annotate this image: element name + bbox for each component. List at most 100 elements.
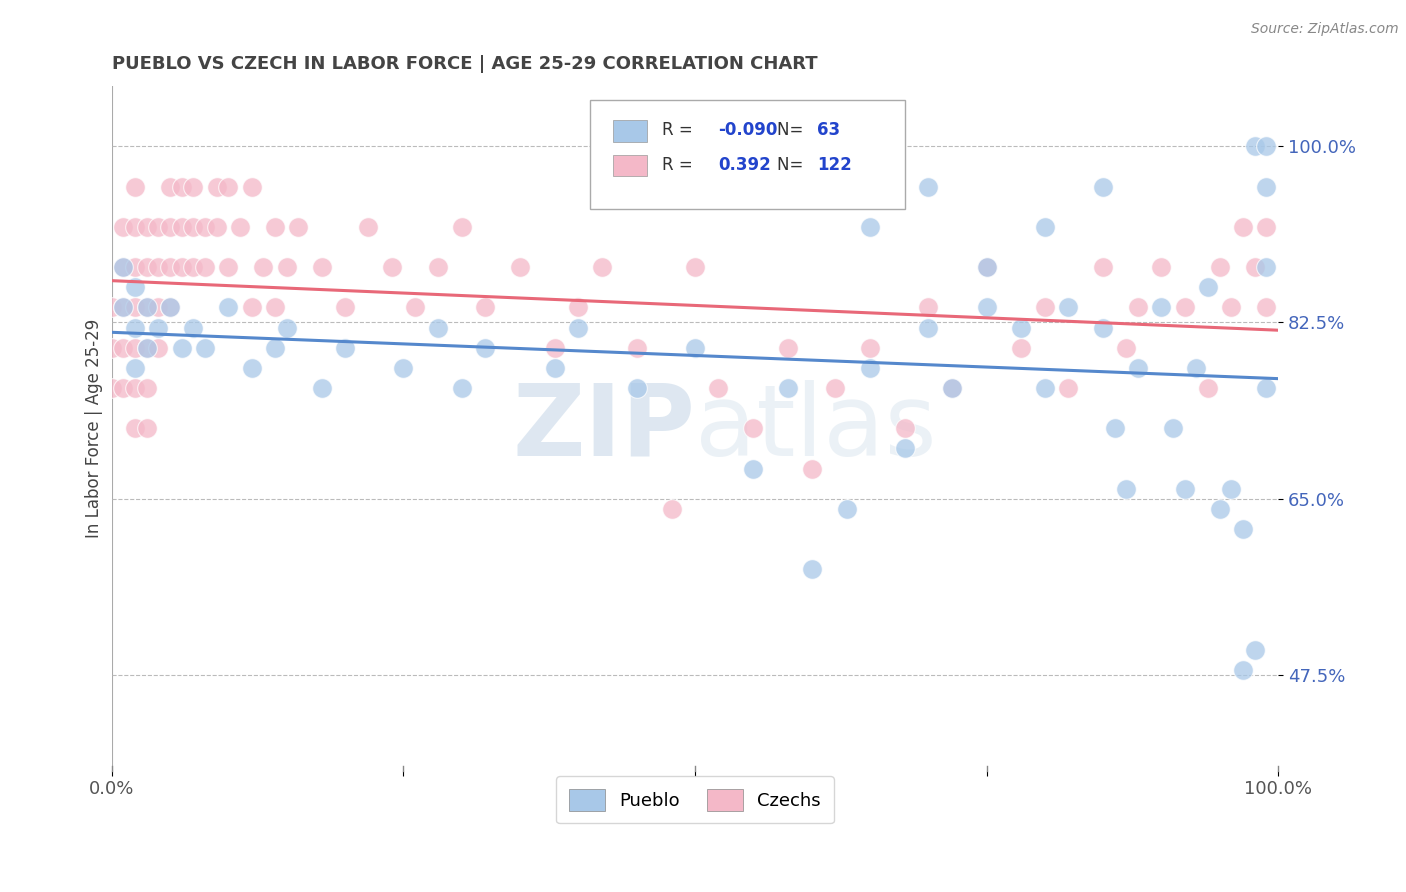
Point [159,301,181,315]
Point [124,421,146,435]
Point [778,381,800,395]
Point [135,301,157,315]
Point [1243,643,1265,657]
Point [941,381,963,395]
Point [194,219,217,234]
Point [217,260,239,274]
Point [742,421,765,435]
Point [1033,219,1056,234]
Point [1092,179,1115,194]
Point [450,381,472,395]
Point [567,320,589,334]
Point [159,219,181,234]
Point [567,301,589,315]
Point [1011,341,1033,355]
Text: -0.090: -0.090 [718,121,778,139]
Point [1243,260,1265,274]
Point [1115,341,1137,355]
Point [1197,280,1219,294]
Point [1011,320,1033,334]
Point [1232,219,1254,234]
Point [135,301,157,315]
Point [917,320,939,334]
Point [217,301,239,315]
Legend: Pueblo, Czechs: Pueblo, Czechs [555,776,834,823]
Point [778,341,800,355]
Point [427,320,450,334]
Point [357,219,380,234]
Point [181,320,204,334]
Point [1150,301,1173,315]
Point [112,260,135,274]
Point [124,179,146,194]
Point [1126,360,1149,375]
Point [835,501,858,516]
Point [1256,219,1278,234]
Point [976,301,998,315]
FancyBboxPatch shape [591,100,905,209]
Point [112,260,135,274]
Point [148,219,170,234]
Point [392,360,415,375]
Y-axis label: In Labor Force | Age 25-29: In Labor Force | Age 25-29 [86,318,103,538]
Point [124,301,146,315]
Point [135,219,157,234]
Point [1256,179,1278,194]
Point [626,381,648,395]
Point [311,260,333,274]
Point [1243,139,1265,153]
FancyBboxPatch shape [613,120,647,142]
Point [170,341,193,355]
Point [591,260,613,274]
Point [112,301,135,315]
Point [859,360,882,375]
Point [404,301,426,315]
Text: 63: 63 [817,121,841,139]
Point [683,260,706,274]
Point [626,341,648,355]
Point [333,341,356,355]
Point [148,341,170,355]
Point [976,260,998,274]
Point [1161,421,1184,435]
Point [170,179,193,194]
Point [661,501,683,516]
Point [264,219,287,234]
Point [1209,501,1232,516]
Point [287,219,309,234]
Point [240,301,263,315]
Point [800,461,823,475]
Point [544,341,567,355]
Point [859,341,882,355]
Point [800,562,823,576]
Point [112,381,135,395]
Point [1092,320,1115,334]
Point [240,179,263,194]
Point [894,442,917,456]
Point [474,301,496,315]
Point [707,381,730,395]
Point [124,260,146,274]
Point [544,360,567,375]
Point [170,260,193,274]
Text: N=: N= [776,121,808,139]
Point [1185,360,1208,375]
Point [381,260,404,274]
Point [135,381,157,395]
Text: R =: R = [662,121,699,139]
Point [159,301,181,315]
Point [148,301,170,315]
Point [135,341,157,355]
Point [217,179,239,194]
Point [1126,301,1149,315]
Text: PUEBLO VS CZECH IN LABOR FORCE | AGE 25-29 CORRELATION CHART: PUEBLO VS CZECH IN LABOR FORCE | AGE 25-… [111,55,817,73]
Point [976,260,998,274]
Point [124,219,146,234]
Point [474,341,496,355]
Point [311,381,333,395]
Text: R =: R = [662,155,703,174]
Point [135,260,157,274]
Point [509,260,531,274]
Point [135,341,157,355]
Point [205,219,228,234]
